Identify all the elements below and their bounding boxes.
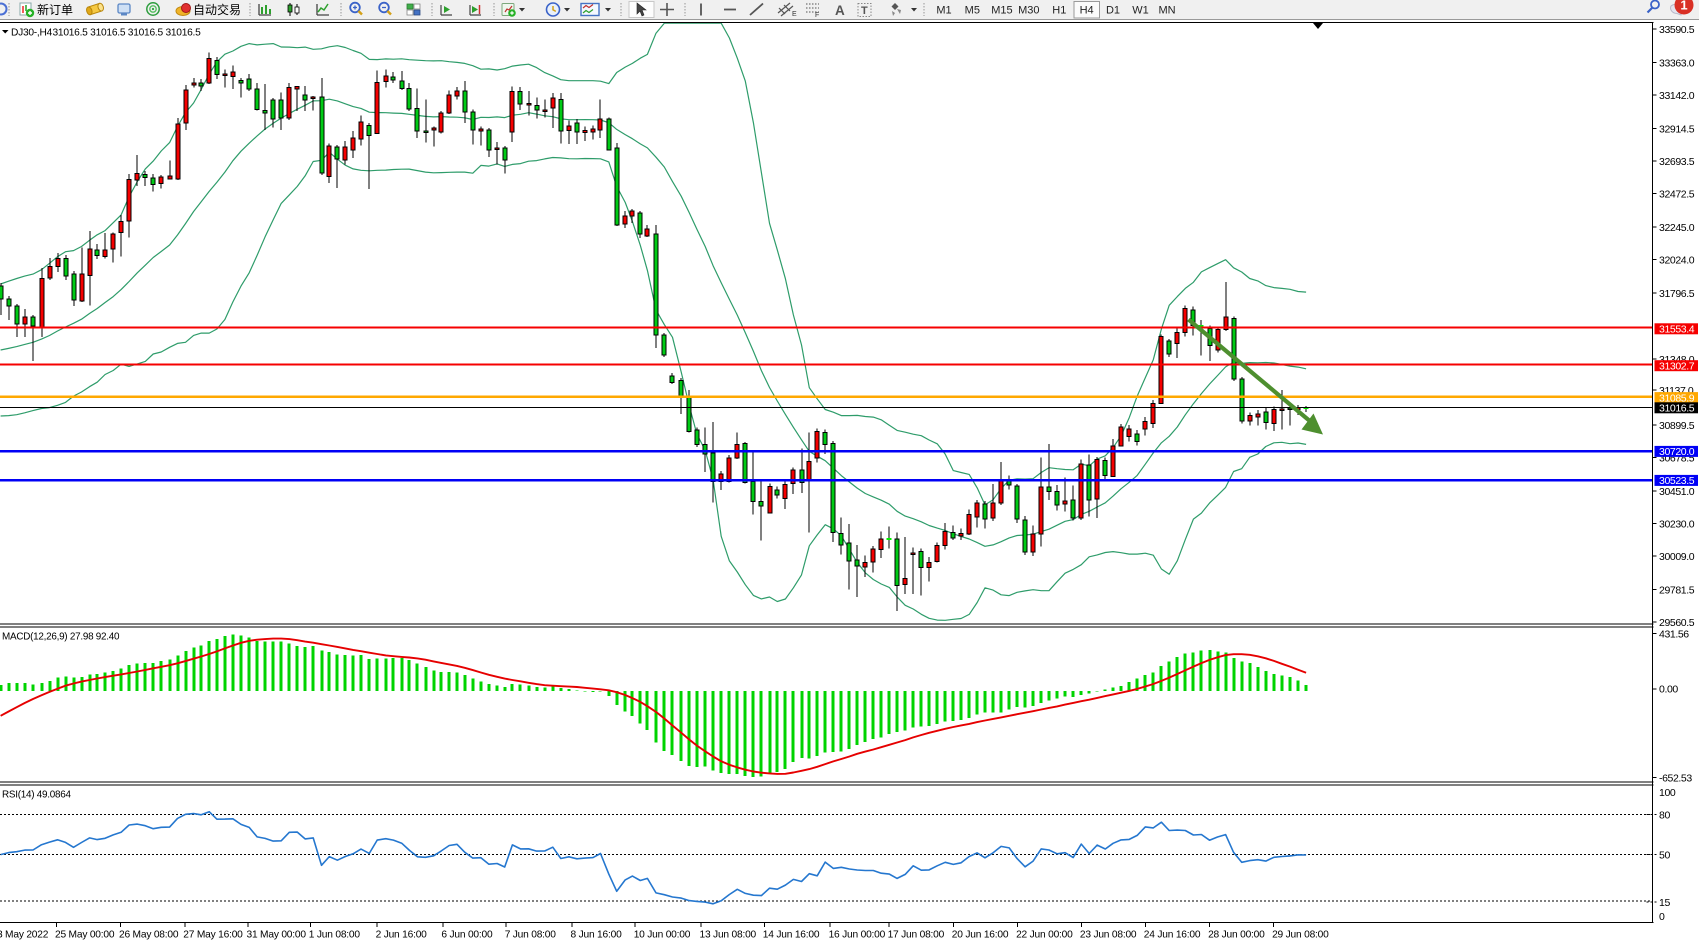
svg-text:431.56: 431.56 [1659,629,1689,641]
svg-text:33363.0: 33363.0 [1659,57,1695,69]
svg-text:6 Jun 00:00: 6 Jun 00:00 [441,930,493,941]
svg-text:33590.5: 33590.5 [1659,24,1695,36]
svg-text:31 May 00:00: 31 May 00:00 [247,930,307,941]
svg-text:27 May 16:00: 27 May 16:00 [183,930,243,941]
svg-text:DJ30-,H4: DJ30-,H4 [11,27,53,38]
svg-text:0.00: 0.00 [1659,684,1678,696]
svg-text:31796.5: 31796.5 [1659,288,1695,300]
svg-text:D1: D1 [1106,5,1120,17]
svg-text:30451.0: 30451.0 [1659,486,1695,498]
svg-text:33142.0: 33142.0 [1659,90,1695,102]
svg-text:MACD(12,26,9) 27.98 92.40: MACD(12,26,9) 27.98 92.40 [2,632,120,643]
svg-text:23 Jun 08:00: 23 Jun 08:00 [1080,930,1137,941]
svg-text:29 Jun 08:00: 29 Jun 08:00 [1272,930,1329,941]
svg-text:8 Jun 16:00: 8 Jun 16:00 [571,930,623,941]
svg-text:M5: M5 [965,5,980,17]
svg-text:26 May 08:00: 26 May 08:00 [119,930,179,941]
svg-text:32914.5: 32914.5 [1659,123,1695,135]
svg-text:1 Jun 08:00: 1 Jun 08:00 [309,930,361,941]
svg-text:H1: H1 [1052,5,1066,17]
svg-text:80: 80 [1659,810,1670,822]
svg-text:30523.5: 30523.5 [1659,475,1695,487]
svg-text:29781.5: 29781.5 [1659,584,1695,596]
svg-text:E: E [792,11,797,18]
svg-text:31085.9: 31085.9 [1659,392,1695,404]
svg-text:M1: M1 [936,5,951,17]
svg-text:30230.0: 30230.0 [1659,518,1695,530]
svg-text:100: 100 [1659,787,1676,799]
svg-text:32024.0: 32024.0 [1659,254,1695,266]
svg-text:30720.0: 30720.0 [1659,446,1695,458]
svg-text:MN: MN [1158,5,1175,17]
svg-text:14 Jun 16:00: 14 Jun 16:00 [763,930,820,941]
svg-text:30009.0: 30009.0 [1659,551,1695,563]
svg-text:31016.5: 31016.5 [1659,403,1695,415]
svg-text:31016.5 31016.5 31016.5 31016.: 31016.5 31016.5 31016.5 31016.5 [53,27,202,38]
svg-text:F: F [815,12,819,19]
svg-text:RSI(14) 49.0864: RSI(14) 49.0864 [2,790,71,801]
svg-text:10 Jun 00:00: 10 Jun 00:00 [634,930,691,941]
svg-text:0: 0 [1659,911,1665,923]
svg-text:31553.4: 31553.4 [1659,324,1695,336]
svg-text:新订单: 新订单 [37,2,73,17]
svg-text:7 Jun 08:00: 7 Jun 08:00 [505,930,557,941]
svg-text:23 May 2022: 23 May 2022 [0,930,49,941]
svg-text:24 Jun 16:00: 24 Jun 16:00 [1144,930,1201,941]
svg-text:30899.5: 30899.5 [1659,420,1695,432]
svg-text:T: T [861,5,868,17]
svg-text:20 Jun 16:00: 20 Jun 16:00 [952,930,1009,941]
svg-text:17 Jun 08:00: 17 Jun 08:00 [888,930,945,941]
svg-text:32472.5: 32472.5 [1659,188,1695,200]
svg-text:31302.7: 31302.7 [1659,361,1695,373]
svg-text:50: 50 [1659,849,1670,861]
svg-text:22 Jun 00:00: 22 Jun 00:00 [1016,930,1073,941]
svg-text:32245.0: 32245.0 [1659,222,1695,234]
svg-text:1: 1 [1680,0,1687,13]
svg-text:H4: H4 [1080,5,1094,17]
svg-text:M30: M30 [1018,5,1039,17]
svg-text:28 Jun 00:00: 28 Jun 00:00 [1208,930,1265,941]
svg-text:W1: W1 [1132,5,1149,17]
svg-text:29560.5: 29560.5 [1659,617,1695,629]
svg-text:2 Jun 16:00: 2 Jun 16:00 [376,930,428,941]
svg-text:M15: M15 [991,5,1012,17]
svg-text:A: A [835,3,845,18]
svg-text:25 May 00:00: 25 May 00:00 [55,930,115,941]
svg-text:32693.5: 32693.5 [1659,156,1695,168]
svg-text:15: 15 [1659,897,1670,909]
svg-text:13 Jun 08:00: 13 Jun 08:00 [700,930,757,941]
svg-text:自动交易: 自动交易 [193,2,241,17]
svg-text:-652.53: -652.53 [1659,773,1692,785]
svg-text:16 Jun 00:00: 16 Jun 00:00 [829,930,886,941]
